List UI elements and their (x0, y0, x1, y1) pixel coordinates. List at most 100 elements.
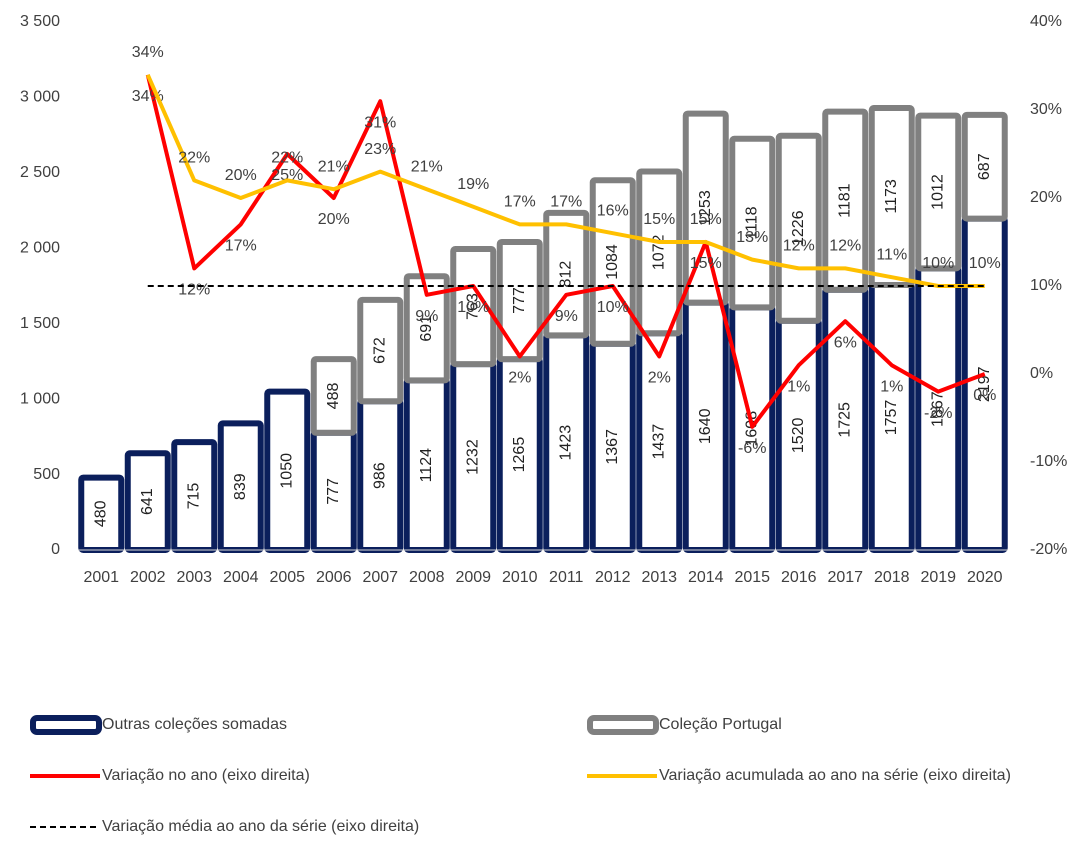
data-label: 10% (457, 299, 489, 316)
bar (357, 296, 404, 405)
bar-label: 763 (464, 293, 481, 320)
line (145, 74, 986, 429)
data-label: 31% (364, 114, 396, 131)
y-tick-label: 2 500 (20, 164, 60, 181)
bar-label: 1181 (836, 183, 853, 218)
bar-label: 1173 (883, 179, 900, 214)
x-tick-label: 2013 (641, 569, 677, 586)
data-label: 12% (178, 282, 210, 299)
data-label: 15% (690, 255, 722, 272)
x-tick-label: 2001 (83, 569, 119, 586)
bar-label: 1757 (883, 400, 900, 436)
data-label: 17% (225, 238, 257, 255)
bar-label: 715 (185, 483, 202, 510)
bar-label: 1253 (697, 190, 714, 226)
bar-label: 1265 (511, 437, 528, 473)
data-label: 22% (178, 150, 210, 167)
x-tick-label: 2014 (688, 569, 724, 586)
data-label: 2% (648, 370, 671, 387)
bar-label: 1226 (790, 210, 807, 246)
bar-label: 777 (325, 478, 342, 505)
bar-label: 1725 (836, 402, 853, 438)
bar-label: 1867 (929, 391, 946, 427)
bar (775, 132, 822, 324)
bar-label: 777 (511, 287, 528, 314)
data-label: -6% (738, 440, 766, 457)
bar-label: 641 (139, 488, 156, 515)
data-label: -2% (924, 405, 952, 422)
x-tick-label: 2016 (781, 569, 817, 586)
data-label: 22% (271, 150, 303, 167)
bar (961, 111, 1008, 222)
y2-tick-label: 30% (1030, 101, 1062, 118)
bar-label: 1437 (650, 424, 667, 460)
data-label: 13% (736, 229, 768, 246)
y-tick-label: 3 500 (20, 13, 60, 30)
data-label: 1% (880, 378, 903, 395)
y-tick-label: 1 500 (20, 315, 60, 332)
data-label: 17% (550, 194, 582, 211)
data-label: 12% (783, 238, 815, 255)
bar-label: 691 (418, 315, 435, 342)
bar (450, 246, 497, 368)
x-tick-label: 2005 (269, 569, 305, 586)
x-tick-label: 2006 (316, 569, 352, 586)
data-label: 23% (364, 141, 396, 158)
x-tick-label: 2011 (549, 569, 584, 586)
y-tick-label: 1 000 (20, 390, 60, 407)
bar-label: 1124 (418, 448, 435, 483)
data-label: 12% (829, 238, 861, 255)
legend-swatch (30, 715, 102, 735)
data-label: 10% (969, 255, 1001, 272)
data-label: 6% (834, 334, 857, 351)
x-tick-label: 2008 (409, 569, 445, 586)
data-label: 15% (690, 211, 722, 228)
bar (496, 238, 543, 363)
data-label: 20% (225, 167, 257, 184)
data-label: 9% (555, 308, 578, 325)
y2-tick-label: 0% (1030, 365, 1053, 382)
legend-swatch (587, 715, 659, 735)
legend-label: Coleção Portugal (659, 716, 782, 733)
x-tick-label: 2009 (455, 569, 491, 586)
data-label: 10% (922, 255, 954, 272)
x-tick-label: 2003 (176, 569, 212, 586)
x-tick-label: 2015 (734, 569, 770, 586)
bar (403, 273, 450, 384)
x-tick-label: 2017 (827, 569, 863, 586)
legend-label: Outras coleções somadas (102, 716, 287, 733)
legend-label: Variação no ano (eixo direita) (102, 767, 310, 784)
bar-label: 687 (976, 153, 993, 180)
bar-label: 480 (92, 500, 109, 527)
bar (868, 104, 915, 288)
y2-tick-label: -20% (1030, 541, 1067, 558)
bar (682, 110, 729, 306)
y2-tick-label: 40% (1030, 13, 1062, 30)
data-label: 9% (415, 308, 438, 325)
bar (822, 108, 869, 293)
data-label: 11% (876, 246, 907, 263)
bar-label: 1640 (697, 408, 714, 444)
bar-label: 1232 (464, 439, 481, 475)
x-tick-label: 2018 (874, 569, 910, 586)
data-label: 19% (457, 176, 489, 193)
y2-tick-label: -10% (1030, 453, 1067, 470)
data-label: 20% (318, 211, 350, 228)
y2-tick-label: 20% (1030, 189, 1062, 206)
y-tick-label: 500 (33, 466, 60, 483)
x-tick-label: 2020 (967, 569, 1003, 586)
bar-label: 1118 (743, 206, 760, 239)
data-label: 10% (597, 299, 629, 316)
bar-label: 1520 (790, 417, 807, 453)
y-tick-label: 0 (51, 541, 60, 558)
data-label: 0% (973, 387, 996, 404)
legend-label: Variação acumulada ao ano na série (eixo… (659, 767, 1011, 784)
data-label: 16% (597, 202, 629, 219)
data-label: 1% (787, 378, 810, 395)
bar (310, 356, 357, 436)
bar-label: 1423 (557, 425, 574, 461)
y2-tick-label: 10% (1030, 277, 1062, 294)
x-tick-label: 2010 (502, 569, 538, 586)
bar-label: 1050 (278, 453, 295, 489)
